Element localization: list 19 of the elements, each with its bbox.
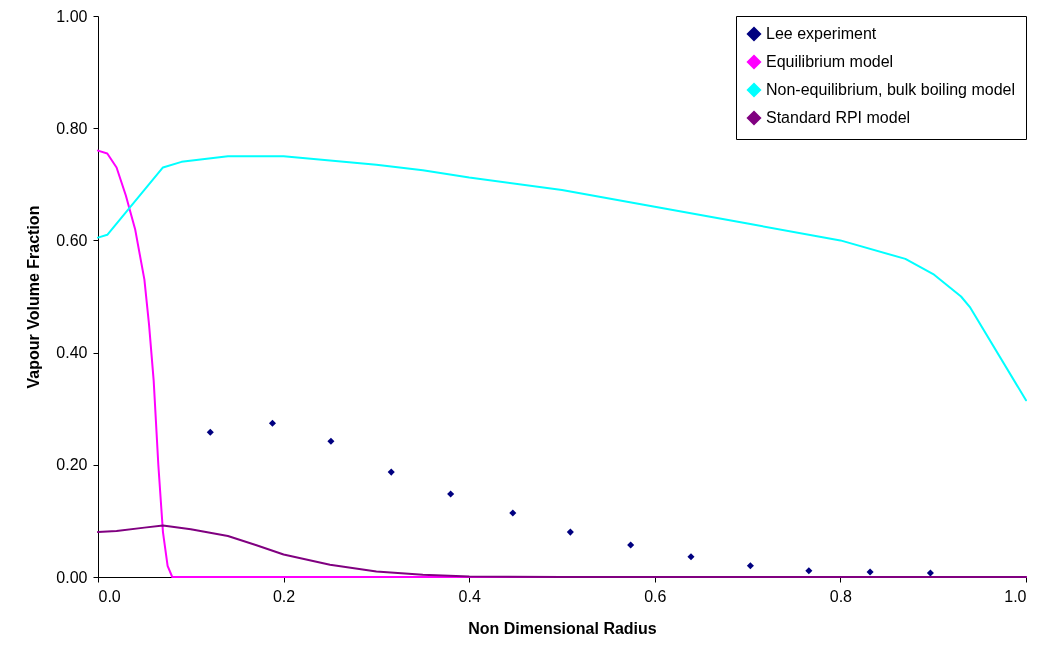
- x-tick-label: 1.0: [1004, 587, 1027, 605]
- x-tick-label: 0.4: [458, 587, 481, 605]
- legend-label: Standard RPI model: [766, 109, 911, 126]
- x-axis-title: Non Dimensional Radius: [468, 619, 657, 637]
- y-tick-label: 0.60: [56, 231, 88, 249]
- x-tick-label: 0.2: [272, 587, 296, 605]
- legend-label: Equilibrium model: [766, 53, 894, 70]
- line-series: [97, 155, 1027, 402]
- y-tick-label: 0.20: [56, 456, 88, 474]
- y-axis-title: Vapour Volume Fraction: [25, 205, 43, 389]
- x-tick-label: 0.8: [829, 587, 853, 605]
- y-tick-label: 1.00: [56, 7, 88, 25]
- y-tick-label: 0.80: [56, 119, 88, 137]
- y-tick-label: 0.00: [56, 568, 88, 586]
- x-tick-label: 0.0: [98, 587, 121, 605]
- y-tick-label: 0.40: [56, 344, 88, 362]
- x-tick-label: 0.6: [644, 587, 667, 605]
- legend-label: Lee experiment: [766, 25, 877, 42]
- legend-label: Non-equilibrium, bulk boiling model: [766, 81, 1016, 98]
